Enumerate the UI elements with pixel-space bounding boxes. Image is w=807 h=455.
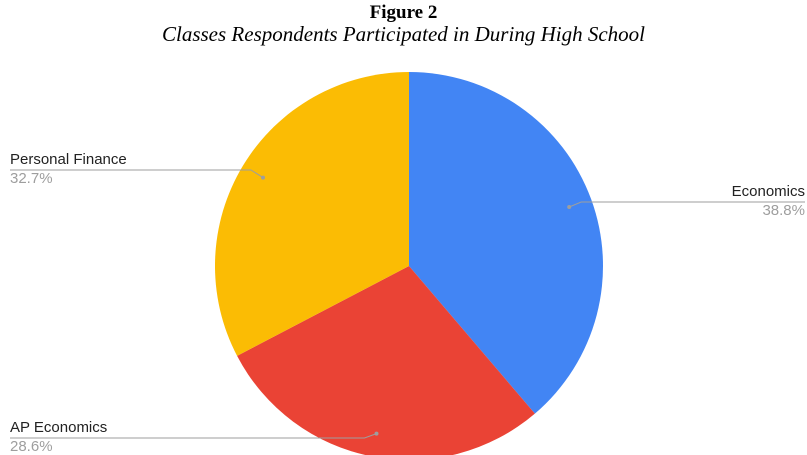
slice-percent: 28.6% xyxy=(10,438,53,455)
pie-labels: Economics 38.8% AP Economics 28.6% Personal … xyxy=(10,151,805,455)
slice-label: Personal Finance xyxy=(10,151,127,168)
leader-dot xyxy=(261,175,265,180)
slice-label: AP Economics xyxy=(10,419,107,436)
pie-slice-economics xyxy=(409,72,604,414)
slice-percent: 38.8% xyxy=(762,202,805,219)
slice-percent: 32.7% xyxy=(10,170,53,187)
figure-caption: Classes Respondents Participated in Duri… xyxy=(162,22,645,46)
slice-label: Economics xyxy=(732,183,805,200)
pie-slice-ap-economics xyxy=(237,266,535,455)
figure-label: Figure 2 xyxy=(369,2,438,23)
leader-line xyxy=(569,201,805,208)
pie-slice-personal-finance xyxy=(214,72,409,356)
leader-dot xyxy=(567,205,572,209)
leader-line xyxy=(10,433,377,439)
pie-slices xyxy=(214,72,604,455)
leader-line xyxy=(10,169,264,179)
leader-dot xyxy=(374,431,379,436)
